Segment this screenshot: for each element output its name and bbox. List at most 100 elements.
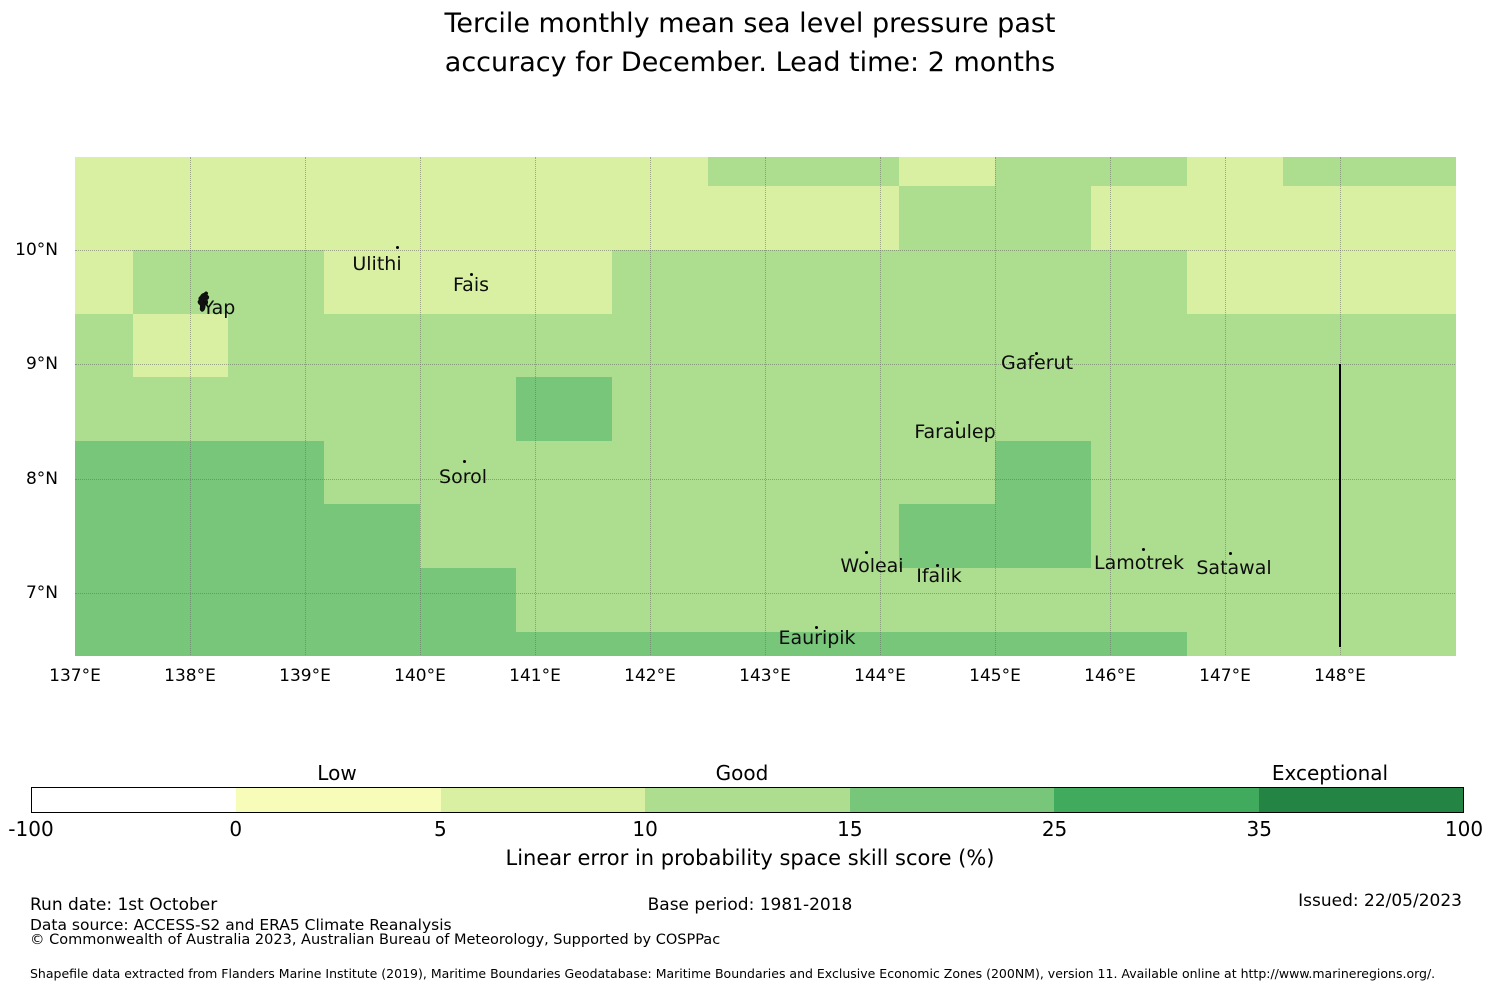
grid-cell: [515, 440, 613, 505]
grid-cell: [132, 249, 229, 315]
y-axis-tick-label: 7°N: [25, 583, 58, 604]
island-label: Ulithi: [352, 253, 402, 275]
longitude-gridline: [995, 157, 996, 655]
eez-boundary-line: [1338, 364, 1341, 648]
x-axis-tick-label: 141°E: [509, 666, 561, 686]
grid-cell: [611, 631, 709, 656]
y-axis-tick-label: 10°N: [15, 239, 58, 260]
grid-cell: [420, 185, 517, 251]
grid-cell: [515, 631, 613, 656]
grid-cell: [420, 249, 517, 315]
y-axis-tick-label: 8°N: [25, 468, 58, 489]
colorbar-segment: [236, 788, 441, 812]
grid-cell: [324, 440, 421, 505]
longitude-gridline: [535, 157, 536, 655]
island-label: Satawal: [1196, 557, 1272, 579]
grid-cell: [1090, 249, 1188, 315]
island-label: Faraulep: [914, 421, 996, 443]
grid-cell: [707, 249, 804, 315]
island-outline-yap: [196, 291, 216, 319]
grid-cell: [899, 504, 996, 569]
grid-cell: [228, 631, 325, 656]
grid-cell: [324, 313, 421, 378]
grid-cell: [611, 504, 709, 569]
grid-cell: [1282, 249, 1379, 315]
grid-cell: [228, 157, 325, 187]
grid-cell: [132, 504, 229, 569]
grid-cell: [75, 157, 134, 187]
grid-cell: [75, 185, 134, 251]
island-marker-dot: [463, 460, 466, 463]
grid-cell: [1186, 185, 1284, 251]
colorbar-segment: [645, 788, 850, 812]
grid-cell: [995, 185, 1092, 251]
grid-cell: [1378, 631, 1456, 656]
grid-cell: [420, 440, 517, 505]
x-axis-tick-label: 142°E: [624, 666, 676, 686]
grid-cell: [1378, 313, 1456, 378]
grid-cell: [420, 631, 517, 656]
x-axis-tick-label: 140°E: [394, 666, 446, 686]
grid-cell: [324, 249, 421, 315]
grid-cell: [75, 567, 134, 633]
grid-cell: [899, 313, 996, 378]
latitude-gridline: [75, 478, 1455, 480]
grid-cell: [1282, 631, 1379, 656]
grid-cell: [899, 249, 996, 315]
grid-cell: [1186, 440, 1284, 505]
grid-cell: [707, 377, 804, 442]
chart-title-line1: Tercile monthly mean sea level pressure …: [444, 8, 1056, 39]
grid-cell: [132, 567, 229, 633]
grid-cell: [899, 157, 996, 187]
grid-cell: [1090, 631, 1188, 656]
grid-cell: [420, 504, 517, 569]
grid-cell: [803, 504, 900, 569]
colorbar-tick-label: 100: [1444, 817, 1484, 841]
longitude-gridline: [1110, 157, 1111, 655]
grid-cell: [1282, 313, 1379, 378]
grid-cell: [324, 157, 421, 187]
grid-cell: [1186, 313, 1284, 378]
grid-cell: [324, 504, 421, 569]
grid-cell: [899, 631, 996, 656]
grid-cell: [420, 157, 517, 187]
grid-cell: [995, 440, 1092, 505]
grid-cell: [611, 377, 709, 442]
grid-cell: [611, 313, 709, 378]
longitude-gridline: [650, 157, 651, 655]
grid-cell: [995, 249, 1092, 315]
colorbar-tick-label: 0: [229, 817, 243, 841]
grid-cell: [1090, 377, 1188, 442]
grid-cell: [1186, 567, 1284, 633]
grid-cell: [803, 440, 900, 505]
island-marker-dot: [1229, 552, 1232, 555]
grid-cell: [611, 249, 709, 315]
x-axis-tick-label: 145°E: [969, 666, 1021, 686]
chart-title-line2: accuracy for December. Lead time: 2 mont…: [444, 47, 1056, 78]
island-label: Gaferut: [1000, 352, 1074, 374]
x-axis-tick-label: 137°E: [49, 666, 101, 686]
colorbar-category-label: Good: [715, 761, 769, 785]
grid-cell: [1282, 185, 1379, 251]
grid-cell: [1378, 185, 1456, 251]
longitude-gridline: [190, 157, 191, 655]
x-axis-tick-label: 148°E: [1314, 666, 1366, 686]
grid-cell: [803, 377, 900, 442]
x-axis-tick-label: 147°E: [1199, 666, 1251, 686]
colorbar: [31, 787, 1464, 813]
colorbar-segment: [1258, 788, 1463, 812]
island-label: Eauripik: [778, 627, 856, 649]
colorbar-tick-label: 25: [1041, 817, 1068, 841]
grid-cell: [995, 504, 1092, 569]
grid-cell: [1186, 157, 1284, 187]
grid-cell: [228, 440, 325, 505]
grid-cell: [75, 313, 134, 378]
colorbar-segment: [849, 788, 1055, 812]
longitude-gridline: [880, 157, 881, 655]
colorbar-category-label: Exceptional: [1271, 761, 1389, 785]
grid-cell: [899, 440, 996, 505]
grid-cell: [75, 377, 134, 442]
island-marker-dot: [956, 421, 959, 424]
grid-cell: [132, 157, 229, 187]
